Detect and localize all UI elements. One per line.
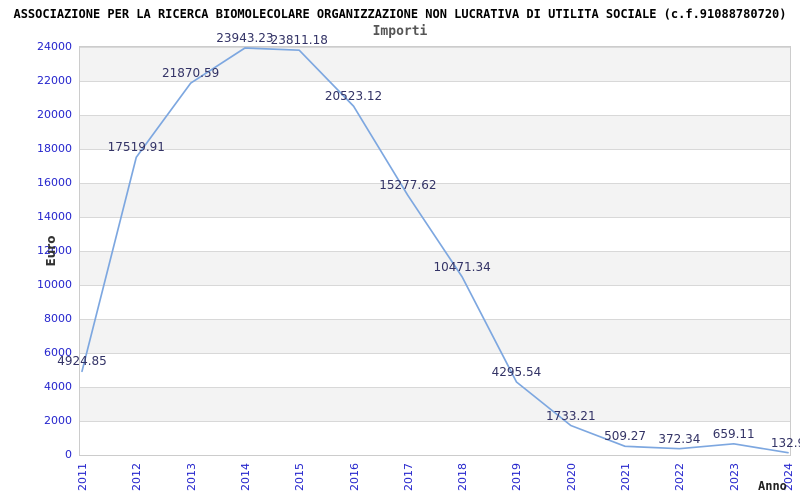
x-tick-label: 2023: [727, 463, 741, 491]
x-tick-label: 2021: [619, 463, 633, 491]
data-point-label: 1733.21: [545, 408, 596, 423]
y-tick-label: 8000: [44, 312, 72, 325]
line-series: [81, 47, 789, 454]
chart-title: Importi: [372, 24, 428, 39]
x-axis-label: Anno: [758, 479, 787, 493]
data-point-label: 20523.12: [324, 89, 383, 104]
y-tick-label: 4000: [44, 380, 72, 393]
x-tick-label: 2011: [76, 463, 89, 491]
data-point-label: 509.27: [604, 429, 647, 444]
x-tick-label: 2016: [347, 463, 361, 491]
x-tick-label: 2014: [238, 463, 252, 491]
y-axis-label: Euro: [44, 235, 58, 267]
y-tick-label: 0: [65, 448, 72, 461]
importi-line: [81, 47, 789, 454]
data-point-label: 15277.62: [379, 178, 437, 193]
x-tick-label: 2020: [564, 463, 578, 491]
data-point-label: 23943.23: [216, 30, 274, 45]
data-point-label: 21870.59: [161, 66, 220, 81]
x-tick-label: 2018: [456, 463, 470, 491]
x-tick-label: 2022: [673, 463, 687, 491]
data-point-label: 10471.34: [433, 259, 491, 274]
data-point-label: 132.9: [770, 435, 800, 450]
data-point-label: 23811.18: [270, 33, 328, 48]
y-tick-label: 2000: [44, 414, 72, 427]
plot-area: [79, 46, 791, 456]
data-point-label: 659.11: [712, 426, 755, 441]
y-tick-label: 14000: [37, 210, 72, 223]
data-point-label: 17519.91: [107, 140, 165, 155]
x-tick-label: 2017: [401, 463, 415, 491]
y-tick-label: 12000: [37, 244, 72, 257]
data-point-label: 4295.54: [491, 364, 542, 379]
y-tick-label: 6000: [44, 346, 72, 359]
y-tick-label: 16000: [37, 176, 72, 189]
y-tick-label: 22000: [37, 74, 72, 87]
x-tick-label: 2013: [184, 463, 198, 491]
data-point-label: 372.34: [658, 431, 701, 446]
x-tick-label: 2015: [293, 463, 307, 491]
page-title: ASSOCIAZIONE PER LA RICERCA BIOMOLECOLAR…: [13, 7, 787, 21]
data-point-label: 4924.85: [57, 354, 107, 369]
y-tick-label: 10000: [37, 278, 72, 291]
y-tick-label: 20000: [37, 108, 72, 121]
y-tick-label: 24000: [37, 40, 72, 53]
x-tick-label: 2019: [510, 463, 524, 491]
y-tick-label: 18000: [37, 142, 72, 155]
x-tick-label: 2012: [130, 463, 144, 491]
